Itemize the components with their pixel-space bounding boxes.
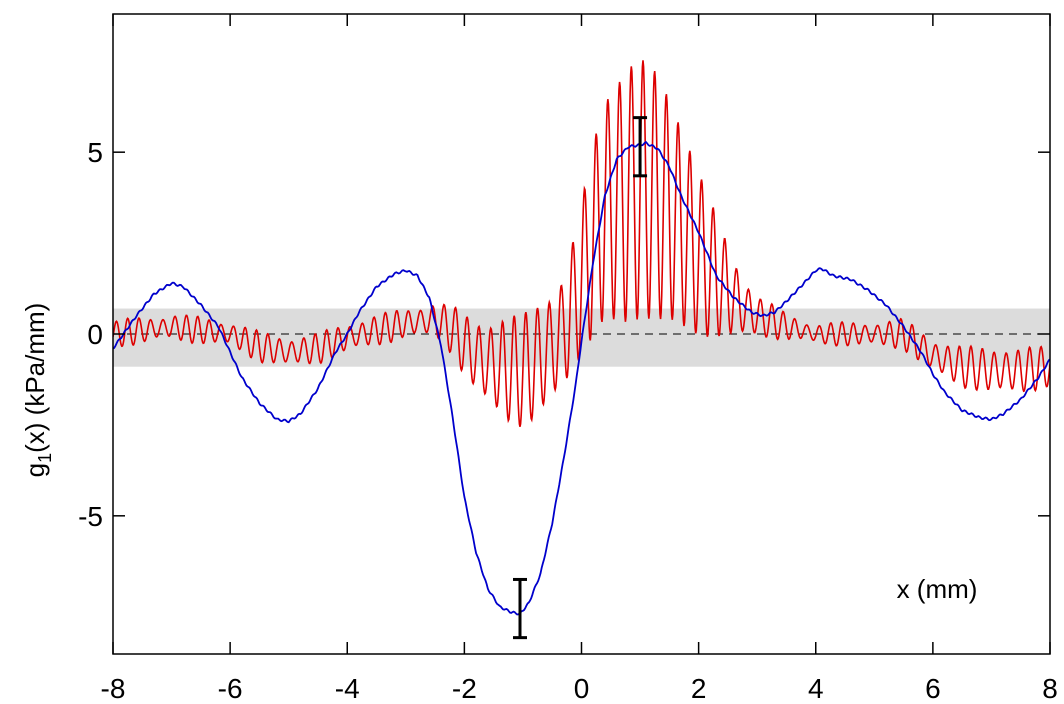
x-tick-label: 6 — [925, 673, 941, 704]
error-bar-1 — [633, 116, 648, 178]
error-bar-2 — [513, 577, 528, 640]
y-axis-label-subscript: 1 — [35, 453, 55, 463]
y-tick-label: -5 — [78, 501, 103, 532]
x-tick-label: -4 — [335, 673, 360, 704]
x-axis-label: x (mm) — [897, 574, 978, 604]
series-blue-line — [113, 140, 1050, 616]
x-tick-label: 8 — [1042, 673, 1058, 704]
series-red-line — [113, 60, 1050, 427]
y-axis-label: g1(x) (kPa/mm) — [20, 303, 55, 478]
x-tick-label: -6 — [218, 673, 243, 704]
x-tick-label: -2 — [452, 673, 477, 704]
x-tick-label: -8 — [101, 673, 126, 704]
y-tick-label: 5 — [87, 137, 103, 168]
y-tick-label: 0 — [87, 319, 103, 350]
x-tick-label: 4 — [808, 673, 824, 704]
x-tick-label: 0 — [574, 673, 590, 704]
y-axis-label-main: g — [20, 463, 50, 477]
y-axis-label-rest: (x) (kPa/mm) — [20, 303, 50, 453]
x-tick-label: 2 — [691, 673, 707, 704]
